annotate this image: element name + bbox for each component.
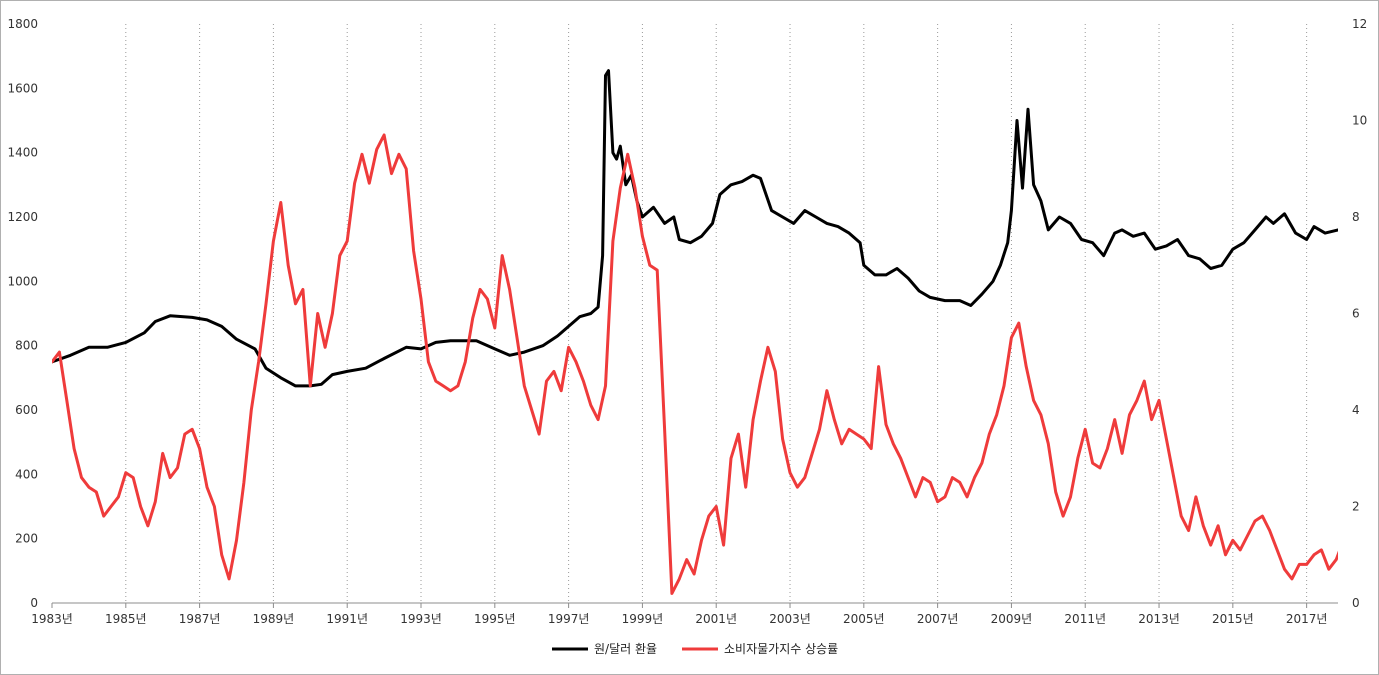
series-line-cpi-growth (52, 133, 1338, 595)
y-left-tick-label: 400 (15, 467, 38, 481)
y-left-tick-label: 1000 (7, 274, 38, 288)
x-tick-label: 2009년 (991, 612, 1033, 626)
x-tick-label: 1991년 (326, 612, 368, 626)
y-right-tick-label: 12 (1352, 17, 1367, 31)
y-right-tick-label: 4 (1352, 403, 1360, 417)
label-layer: 1983년 1985년 1987년 1989년 1991년 1993년 1995년 1997년… (7, 17, 1367, 626)
x-tick-label: 1993년 (400, 612, 442, 626)
x-tick-label: 1999년 (622, 612, 664, 626)
x-tick-label: 2007년 (917, 612, 959, 626)
x-tick-label: 2001년 (695, 612, 737, 626)
x-tick-label: 1995년 (474, 612, 516, 626)
grid-layer (51, 24, 1308, 608)
y-left-tick-label: 0 (30, 596, 38, 610)
series-layer (52, 69, 1338, 595)
y-right-tick-label: 10 (1352, 114, 1367, 128)
legend-item-cpi-growth: 소비자물가지수 상승률 (724, 642, 838, 656)
y-left-tick-label: 1200 (7, 210, 38, 224)
y-right-tick-label: 2 (1352, 500, 1360, 514)
x-tick-label: 2005년 (843, 612, 885, 626)
x-tick-label: 1987년 (179, 612, 221, 626)
x-tick-label: 2003년 (769, 612, 811, 626)
x-tick-label: 2015년 (1212, 612, 1254, 626)
y-left-tick-label: 1600 (7, 81, 38, 95)
legend: 원/달러 환율 소비자물가지수 상승률 (552, 642, 838, 656)
y-left-tick-label: 200 (15, 532, 38, 546)
x-tick-label: 2011년 (1064, 612, 1106, 626)
x-tick-label: 1983년 (31, 612, 73, 626)
y-right-tick-label: 0 (1352, 596, 1360, 610)
series-line-exchange-rate (52, 69, 1338, 388)
legend-item-exchange-rate: 원/달러 환율 (594, 642, 657, 656)
y-left-tick-label: 600 (15, 403, 38, 417)
y-right-tick-label: 6 (1352, 307, 1360, 321)
x-tick-label: 1997년 (548, 612, 590, 626)
x-tick-label: 2017년 (1286, 612, 1328, 626)
x-tick-label: 1985년 (105, 612, 147, 626)
x-tick-label: 1989년 (253, 612, 295, 626)
y-left-tick-label: 800 (15, 339, 38, 353)
y-left-tick-label: 1800 (7, 17, 38, 31)
y-right-tick-label: 8 (1352, 210, 1360, 224)
x-tick-label: 2013년 (1138, 612, 1180, 626)
y-left-tick-label: 1400 (7, 146, 38, 160)
